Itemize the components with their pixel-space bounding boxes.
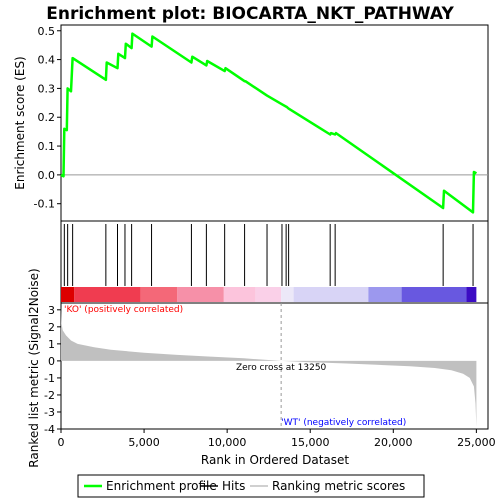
enrichment-y-tick-label: 0.0 — [38, 169, 56, 182]
ko-correlation-label: 'KO' (positively correlated) — [64, 305, 183, 315]
gradient-segment — [74, 287, 141, 302]
enrichment-curve-group — [60, 32, 478, 214]
enrichment-profile-line — [60, 32, 478, 214]
gradient-segment — [293, 287, 369, 302]
legend-entry-label: Enrichment profile — [106, 479, 217, 493]
legend-entry-label: Hits — [222, 479, 245, 493]
legend: Enrichment profile Hits Ranking metric sco… — [84, 479, 405, 493]
metric-y-tick-label: -3 — [44, 406, 55, 419]
metric-y-tick-label: 2 — [48, 321, 55, 334]
x-tick-label: 5,000 — [128, 436, 160, 449]
enrichment-y-ticks: -0.1 0.0 0.1 0.2 0.3 0.4 0.5 — [34, 25, 61, 211]
wt-correlation-label: 'WT' (negatively correlated) — [281, 418, 406, 428]
ranking-gradient-bar — [61, 287, 477, 302]
metric-y-tick-label: -2 — [44, 389, 55, 402]
x-tick-label: 25,000 — [457, 436, 496, 449]
gradient-segment — [401, 287, 467, 302]
enrichment-y-tick-label: 0.4 — [38, 54, 56, 67]
gradient-segment — [223, 287, 256, 302]
gradient-segment — [61, 287, 75, 302]
gradient-segment — [466, 287, 477, 302]
enrichment-y-tick-label: -0.1 — [34, 198, 55, 211]
hit-markers-group — [63, 224, 474, 286]
x-tick-label: 0 — [58, 436, 65, 449]
gradient-segment — [368, 287, 402, 302]
enrichment-y-tick-label: 0.2 — [38, 111, 56, 124]
x-axis-label: Rank in Ordered Dataset — [201, 453, 349, 467]
legend-entry-label: Ranking metric scores — [272, 479, 405, 493]
x-tick-label: 15,000 — [291, 436, 330, 449]
metric-y-tick-label: 1 — [48, 338, 55, 351]
metric-y-tick-label: 0 — [48, 355, 55, 368]
enrichment-y-tick-label: 0.1 — [38, 140, 56, 153]
metric-y-tick-label: -4 — [44, 423, 55, 436]
metric-y-tick-label: 3 — [48, 304, 55, 317]
metric-y-tick-label: -1 — [44, 372, 55, 385]
chart-title: Enrichment plot: BIOCARTA_NKT_PATHWAY — [46, 4, 454, 24]
gradient-segment — [255, 287, 282, 302]
x-axis-ticks: 0 5,000 10,000 15,000 20,000 25,000 — [58, 429, 496, 449]
x-tick-label: 10,000 — [208, 436, 247, 449]
enrichment-y-tick-label: 0.5 — [38, 25, 56, 38]
gradient-segment — [281, 287, 294, 302]
enrichment-y-tick-label: 0.3 — [38, 82, 56, 95]
zero-cross-label: Zero cross at 13250 — [236, 363, 327, 373]
enrichment-y-axis-label: Enrichment score (ES) — [13, 56, 27, 189]
metric-y-ticks: -4 -3 -2 -1 0 1 2 3 — [44, 304, 61, 436]
gradient-segment — [140, 287, 178, 302]
gradient-segment — [177, 287, 224, 302]
x-tick-label: 20,000 — [374, 436, 413, 449]
metric-y-axis-label: Ranked list metric (Signal2Noise) — [27, 268, 41, 467]
